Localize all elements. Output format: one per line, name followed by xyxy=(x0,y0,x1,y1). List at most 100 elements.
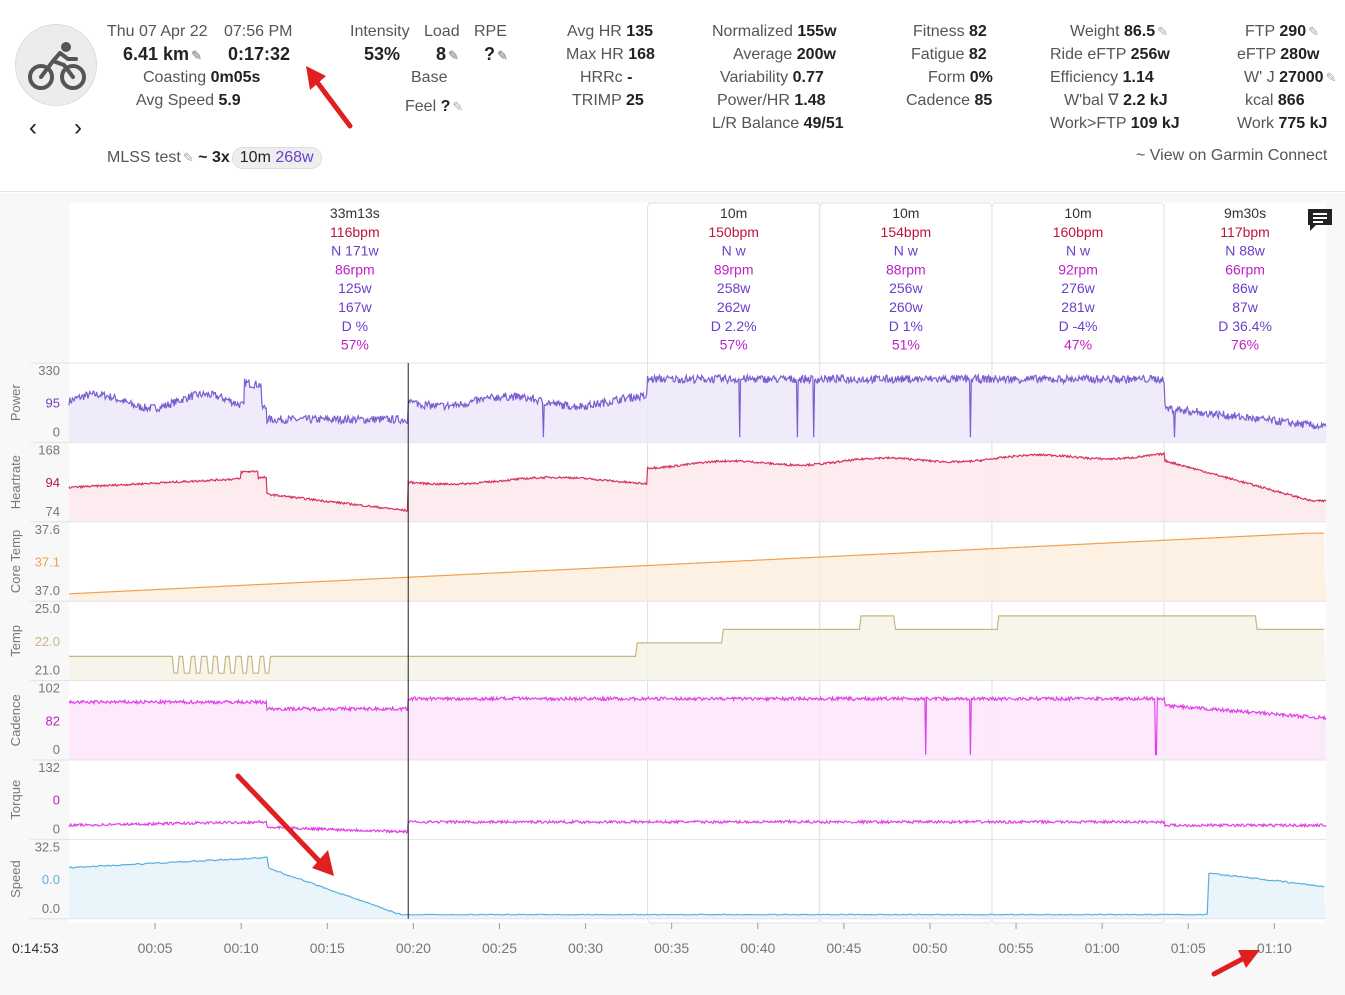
panel-tick-label: 132 xyxy=(38,760,60,775)
panel-tick-label: 330 xyxy=(38,363,60,378)
lr-balance-stat: L/R Balance 49/51 xyxy=(712,115,844,132)
interval-stat-hr: 117bpm xyxy=(1220,224,1270,240)
interval-stat-power: 262w xyxy=(717,299,751,315)
intensity-value: 53% xyxy=(364,44,401,64)
panel-tick-label: 25.0 xyxy=(35,601,60,616)
average-power-stat: Average 200w xyxy=(733,46,836,63)
interval-stat-duration: 10m xyxy=(720,205,747,221)
edit-pencil-icon[interactable]: ✎ xyxy=(452,99,464,114)
panel-tick-label: 95 xyxy=(46,396,60,411)
series-area-speed xyxy=(69,857,1326,919)
series-area-temp xyxy=(69,615,1326,681)
interval-stat-avg-power: 258w xyxy=(717,280,751,296)
load-value[interactable]: 8 ✎ xyxy=(436,44,459,64)
series-line-core-temp xyxy=(68,532,1325,595)
panel-tick-label: 102 xyxy=(38,681,60,696)
x-axis-tick-label: 00:40 xyxy=(740,940,775,956)
x-axis-tick-label: 01:05 xyxy=(1171,940,1206,956)
interval-stat-duration: 10m xyxy=(1064,205,1091,221)
series-area-heartrate xyxy=(69,452,1326,522)
interval-stat-hr: 116bpm xyxy=(330,224,380,240)
ride-eftp-stat: Ride eFTP 256w xyxy=(1050,46,1170,63)
panel-tick-label: 37.1 xyxy=(35,555,60,570)
panel-tick-label: 74 xyxy=(46,504,60,519)
previous-activity-button[interactable]: ‹ xyxy=(29,114,37,141)
x-axis-tick-label: 00:20 xyxy=(396,940,431,956)
x-axis-tick-label: 00:10 xyxy=(224,940,259,956)
variability-stat: Variability 0.77 xyxy=(720,69,824,86)
series-line-cadence xyxy=(68,694,1327,756)
interval-stat-hr: 160bpm xyxy=(1053,224,1104,240)
interval-stat-np: N w xyxy=(722,243,747,259)
interval-stat-cadence: 89rpm xyxy=(714,261,754,277)
cursor-time-label: 0:14:53 xyxy=(12,940,59,956)
panel-tick-label: 22.0 xyxy=(35,634,60,649)
x-axis-tick-label: 00:45 xyxy=(826,940,861,956)
panel-tick-label: 37.0 xyxy=(35,583,60,598)
edit-pencil-icon[interactable]: ✎ xyxy=(1157,24,1169,39)
interval-summary-chip: 10m 268w xyxy=(231,147,322,169)
workout-name[interactable]: MLSS test ✎ ~ 3x 10m 268w xyxy=(107,147,322,169)
panel-tick-label: 0.0 xyxy=(42,872,60,887)
panel-label: Cadence xyxy=(8,694,23,746)
activity-charts[interactable]: Power 330 95 0 Heartrate 168 94 74 Core Temp 37.6… xyxy=(0,193,1345,995)
activity-type-avatar[interactable] xyxy=(15,24,97,106)
normalized-power-stat: Normalized 155w xyxy=(712,23,837,40)
next-activity-button[interactable]: › xyxy=(74,114,82,141)
garmin-connect-link[interactable]: ~ View on Garmin Connect xyxy=(1136,147,1328,164)
panel-tick-label: 37.6 xyxy=(35,522,60,537)
edit-pencil-icon[interactable]: ✎ xyxy=(1325,70,1337,85)
interval-stat-duration: 33m13s xyxy=(330,205,380,221)
wj-stat[interactable]: W' J 27000 ✎ xyxy=(1244,69,1337,86)
x-axis-tick-label: 01:00 xyxy=(1085,940,1120,956)
comment-icon[interactable] xyxy=(1306,207,1334,233)
rpe-value[interactable]: ? ✎ xyxy=(484,44,508,64)
panel-label: Speed xyxy=(8,860,23,898)
edit-pencil-icon[interactable]: ✎ xyxy=(182,150,194,165)
x-axis-tick-label: 00:05 xyxy=(138,940,173,956)
edit-pencil-icon[interactable]: ✎ xyxy=(1308,24,1319,39)
panel-tick-label: 82 xyxy=(46,713,60,728)
weight-stat[interactable]: Weight 86.5 ✎ xyxy=(1070,23,1169,40)
form-stat: Form 0% xyxy=(928,69,993,86)
interval-stat-avg-power: 86w xyxy=(1232,280,1259,296)
activity-distance[interactable]: 6.41 km ✎ xyxy=(123,44,202,64)
interval-stat-intensity: 47% xyxy=(1064,337,1092,353)
interval-stat-intensity: 51% xyxy=(892,337,920,353)
series-area-core-temp xyxy=(69,533,1326,602)
x-axis-tick-label: 01:10 xyxy=(1257,940,1292,956)
panel-label: Temp xyxy=(8,625,23,657)
work-ftp-stat: Work>FTP 109 kJ xyxy=(1050,115,1180,132)
interval-stat-cadence: 86rpm xyxy=(335,261,375,277)
load-label: Load xyxy=(424,23,460,40)
interval-stat-decoupling: D 36.4% xyxy=(1218,318,1272,334)
avg-speed-stat: Avg Speed 5.9 xyxy=(136,92,241,109)
x-axis-tick-label: 00:55 xyxy=(999,940,1034,956)
panel-tick-label: 0 xyxy=(53,742,60,757)
panel-tick-label: 0 xyxy=(53,793,60,808)
wbal-stat: W'bal ∇ 2.2 kJ xyxy=(1064,92,1168,109)
kcal-stat: kcal 866 xyxy=(1245,92,1305,109)
interval-stat-decoupling: D 2.2% xyxy=(711,318,757,334)
edit-pencil-icon[interactable]: ✎ xyxy=(497,48,508,63)
interval-stat-intensity: 76% xyxy=(1231,337,1259,353)
feel-stat[interactable]: Feel ? ✎ xyxy=(405,98,464,115)
power-hr-stat: Power/HR 1.48 xyxy=(717,92,826,109)
activity-time: 07:56 PM xyxy=(224,23,293,40)
series-area-cadence xyxy=(69,697,1326,760)
panel-tick-label: 0 xyxy=(53,821,60,836)
interval-stat-cadence: 66rpm xyxy=(1225,261,1265,277)
activity-header: ‹ › Thu 07 Apr 22 07:56 PM 6.41 km ✎ 0:17… xyxy=(0,0,1345,192)
edit-pencil-icon[interactable]: ✎ xyxy=(448,48,459,63)
interval-stat-decoupling: D % xyxy=(342,318,368,334)
work-stat: Work 775 kJ xyxy=(1237,115,1328,132)
x-axis-tick-label: 00:35 xyxy=(654,940,689,956)
hrrc-stat: HRRc - xyxy=(580,69,633,86)
activity-chart-area[interactable]: Power 330 95 0 Heartrate 168 94 74 Core Temp 37.6… xyxy=(0,193,1345,995)
series-area-power xyxy=(69,375,1326,443)
panel-label: Heartrate xyxy=(8,455,23,509)
interval-stat-duration: 10m xyxy=(892,205,919,221)
ftp-stat[interactable]: FTP 290 ✎ xyxy=(1245,23,1319,40)
panel-tick-label: 94 xyxy=(46,475,60,490)
edit-pencil-icon[interactable]: ✎ xyxy=(191,48,202,63)
